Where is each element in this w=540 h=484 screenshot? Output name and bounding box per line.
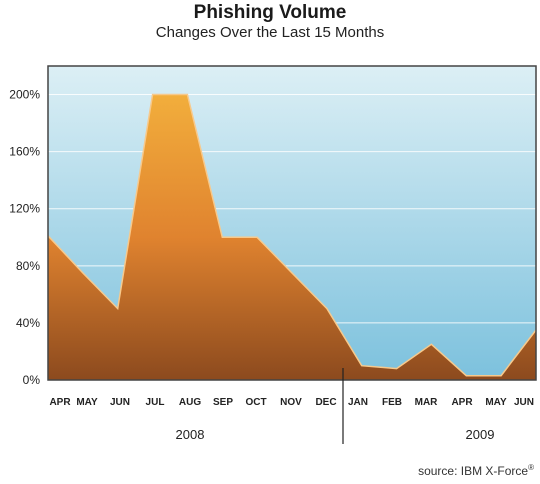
x-tick-label: JUN (514, 397, 534, 408)
y-tick-label: 80% (16, 259, 40, 273)
area-fill (48, 94, 536, 380)
x-tick-label: MAY (76, 397, 98, 408)
y-tick-label: 200% (9, 88, 40, 102)
plot-border (47, 65, 537, 381)
x-tick-label: JAN (348, 397, 368, 408)
x-tick-label: OCT (245, 397, 266, 408)
x-tick-label: APR (49, 397, 71, 408)
x-tick-label: MAR (415, 397, 439, 408)
x-tick-label: JUL (146, 397, 165, 408)
x-tick-label: NOV (280, 397, 302, 408)
source-note: source: IBM X-Force® (418, 463, 534, 478)
y-tick-label: 40% (16, 316, 40, 330)
x-tick-label: APR (451, 397, 473, 408)
x-tick-label: SEP (213, 397, 233, 408)
x-tick-label: MAY (485, 397, 507, 408)
y-tick-label: 120% (9, 202, 40, 216)
year-label: 2008 (176, 427, 205, 442)
x-tick-label: AUG (179, 397, 201, 408)
y-tick-label: 160% (9, 145, 40, 159)
registered-mark: ® (528, 463, 534, 472)
x-tick-label: DEC (315, 397, 336, 408)
year-label: 2009 (466, 427, 495, 442)
chart-title: Phishing Volume (193, 2, 347, 23)
x-tick-label: JUN (110, 397, 130, 408)
source-text: source: IBM X-Force (418, 464, 529, 478)
x-tick-label: FEB (382, 397, 402, 408)
y-tick-label: 0% (23, 373, 41, 387)
area-line (47, 93, 537, 377)
chart-subtitle: Changes Over the Last 15 Months (155, 24, 385, 41)
